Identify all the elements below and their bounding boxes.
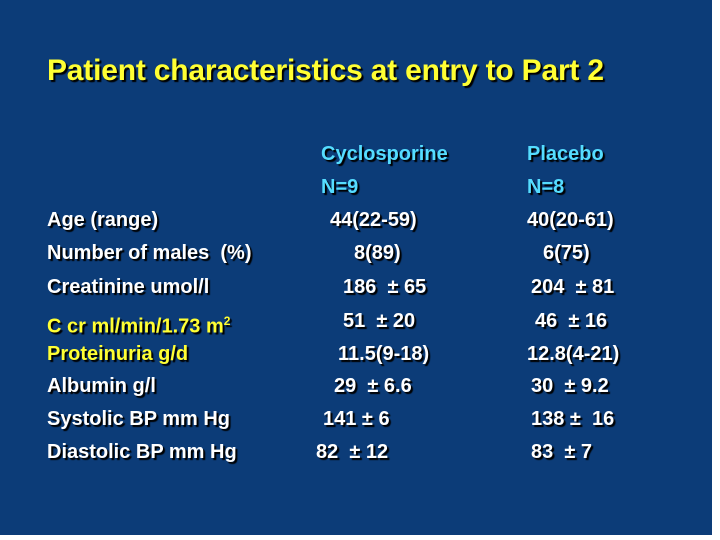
placebo-value: 83 ± 7: [531, 441, 593, 463]
cyclosporine-value: 186 ± 65: [343, 276, 427, 298]
placebo-value: 12.8(4-21): [527, 343, 620, 365]
cyclosporine-value: 51 ± 20: [343, 310, 416, 332]
column-n-cyclosporine: N=9: [321, 176, 359, 198]
row-label-text: Proteinuria g/d: [47, 343, 189, 365]
row-label-text: Number of males (%): [47, 242, 252, 264]
row-label-text: C cr ml/min/1.73 m: [47, 315, 224, 338]
row-label: Diastolic BP mm Hg: [47, 440, 237, 464]
cyclosporine-value: 29 ± 6.6: [334, 375, 412, 397]
row-label-text: Albumin g/l: [47, 375, 156, 397]
cyclosporine-value: 11.5(9-18): [338, 343, 430, 365]
cyclosporine-value: 44(22-59): [330, 209, 417, 231]
row-label: Albumin g/l: [47, 374, 156, 398]
placebo-value: 40(20-61): [527, 209, 614, 231]
cyclosporine-value: 82 ± 12: [316, 441, 389, 463]
cyclosporine-value: 141 ± 6: [323, 408, 390, 430]
placebo-value: 46 ± 16: [535, 310, 608, 332]
row-label: Number of males (%): [47, 241, 251, 265]
cyclosporine-value: 8(89): [354, 242, 401, 264]
row-label: Proteinuria g/d: [47, 342, 188, 366]
slide-title: Patient characteristics at entry to Part…: [47, 54, 604, 87]
row-label: Age (range): [47, 208, 158, 232]
row-label: Creatinine umol/l: [47, 275, 209, 299]
row-label-superscript: 2: [223, 314, 231, 328]
slide: Patient characteristics at entry to Part…: [0, 0, 712, 535]
row-label-text: Systolic BP mm Hg: [47, 408, 231, 430]
row-label-text: Creatinine umol/l: [47, 276, 210, 298]
column-header-cyclosporine: Cyclosporine: [321, 143, 448, 165]
column-header-placebo: Placebo: [527, 143, 604, 165]
column-n-placebo: N=8: [527, 176, 565, 198]
row-label-text: Diastolic BP mm Hg: [47, 441, 237, 463]
placebo-value: 30 ± 9.2: [531, 375, 609, 397]
placebo-value: 204 ± 81: [531, 276, 615, 298]
row-label: Systolic BP mm Hg: [47, 407, 230, 431]
row-label: C cr ml/min/1.73 m2: [47, 309, 230, 339]
placebo-value: 6(75): [543, 242, 590, 264]
row-label-text: Age (range): [47, 209, 159, 231]
placebo-value: 138 ± 16: [531, 408, 615, 430]
